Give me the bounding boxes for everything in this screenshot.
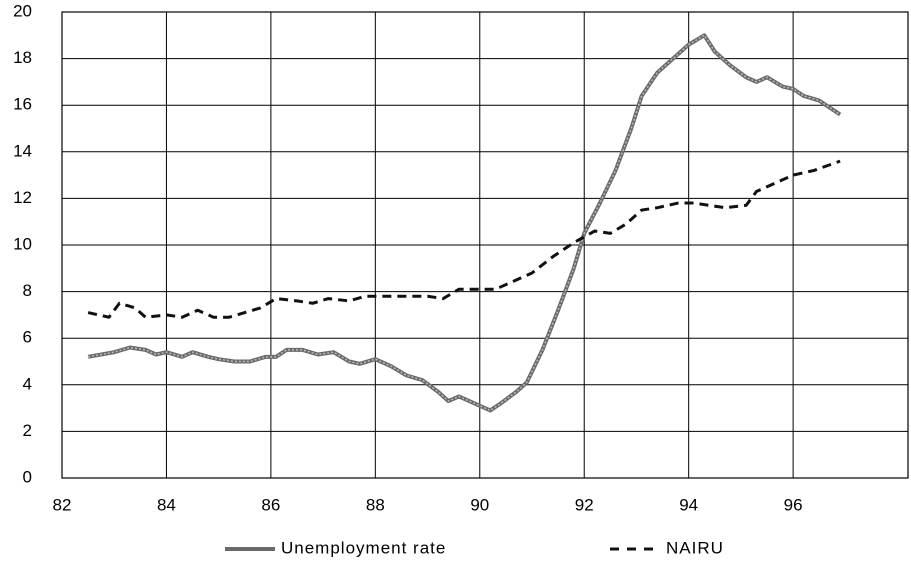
plot-frame: [61, 11, 909, 479]
x-tick-label: 84: [157, 495, 176, 514]
y-tick-label: 18: [13, 48, 32, 67]
y-tick-label: 4: [23, 374, 32, 393]
x-tick-label: 86: [261, 495, 280, 514]
legend: Unemployment rate NAIRU: [225, 538, 724, 557]
y-tick-label: 12: [13, 188, 32, 207]
legend-label: NAIRU: [666, 538, 724, 557]
series-line: [87, 159, 841, 319]
x-tick-label: 82: [53, 495, 72, 514]
y-tick-label: 10: [13, 234, 32, 253]
legend-label: Unemployment rate: [281, 538, 446, 557]
y-tick-label: 8: [23, 281, 32, 300]
series-line-highlight: [87, 34, 841, 412]
x-tick-label: 90: [470, 495, 489, 514]
y-tick-label: 0: [23, 467, 32, 486]
y-tick-label: 2: [23, 421, 32, 440]
y-tick-label: 14: [13, 141, 32, 160]
x-tick-label: 94: [679, 495, 698, 514]
x-tick-label: 96: [784, 495, 803, 514]
x-tick-label: 92: [575, 495, 594, 514]
x-tick-label: 88: [366, 495, 385, 514]
y-tick-label: 16: [13, 95, 32, 114]
y-tick-label: 6: [23, 328, 32, 347]
y-tick-label: 20: [13, 1, 32, 20]
